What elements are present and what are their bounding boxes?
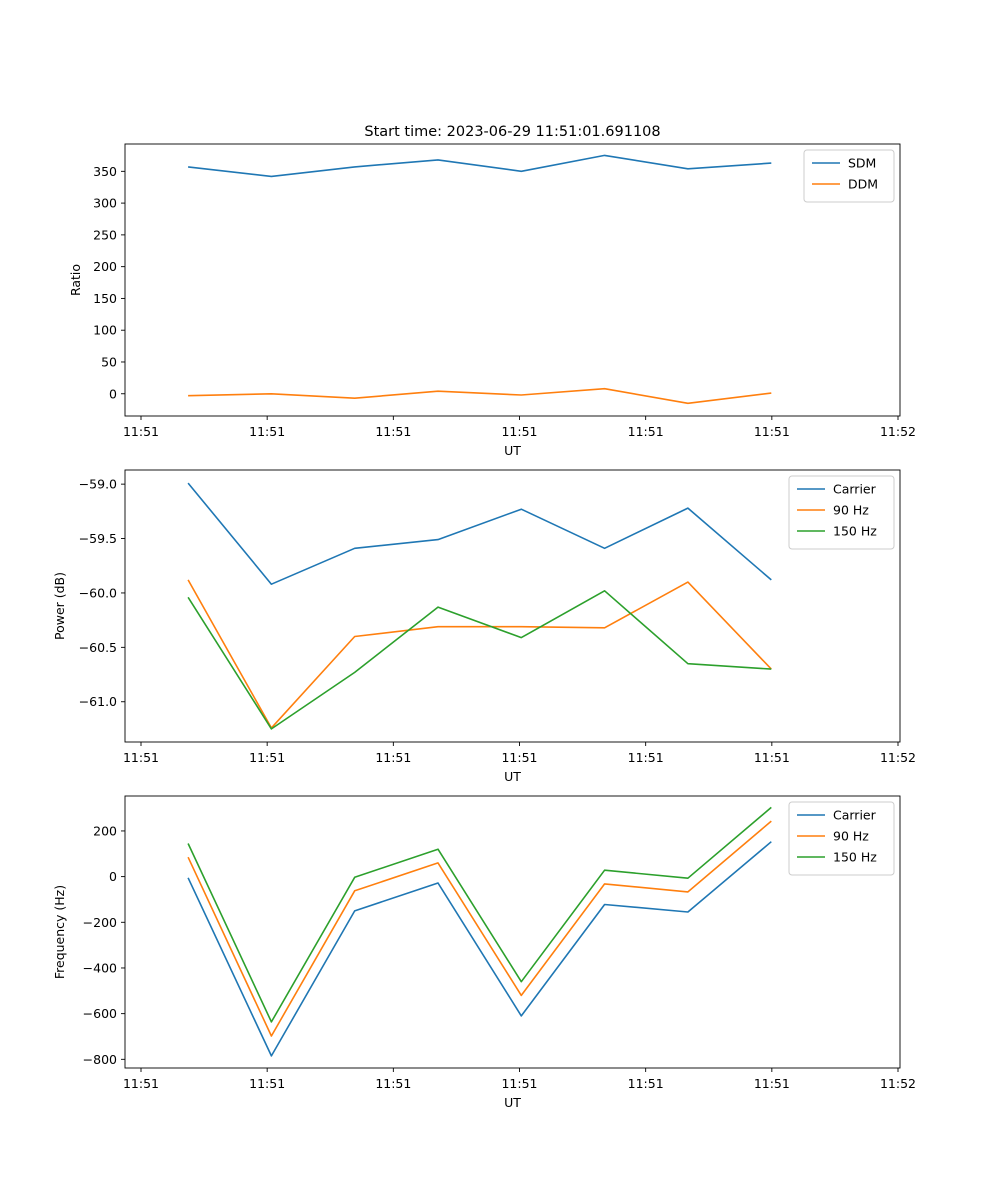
y-tick-label: 150 (93, 291, 117, 306)
x-tick-label: 11:52 (880, 424, 916, 439)
x-tick-label: 11:52 (880, 1076, 916, 1091)
x-tick-label: 11:51 (501, 424, 537, 439)
y-tick-label: 250 (93, 227, 117, 242)
x-tick-label: 11:51 (249, 1076, 285, 1091)
y-tick-label: 200 (93, 259, 117, 274)
series-line-150-hz (187, 589, 772, 730)
x-tick-label: 11:51 (501, 750, 537, 765)
series-line-sdm (188, 154, 772, 178)
x-tick-label: 11:51 (628, 1076, 664, 1091)
legend-label: DDM (848, 177, 878, 192)
series-line-90-hz (187, 579, 772, 729)
legend: SDM DDM (803, 149, 895, 203)
legend-label: 90 Hz (833, 503, 869, 518)
y-tick-label: −60.5 (79, 640, 117, 655)
x-tick-label: 11:51 (123, 424, 159, 439)
y-tick-label: 100 (93, 323, 117, 338)
x-tick-label: 11:51 (501, 1076, 537, 1091)
y-tick-label: 50 (101, 354, 117, 369)
y-tick-label: 0 (109, 869, 117, 884)
y-axis-label: Power (dB) (52, 572, 67, 640)
axes-frame (124, 795, 901, 1069)
axes-frame (124, 143, 901, 417)
x-tick-label: 11:51 (628, 424, 664, 439)
y-tick-label: −400 (83, 960, 117, 975)
x-tick-label: 11:51 (754, 424, 790, 439)
y-tick-label: −200 (83, 915, 117, 930)
x-tick-label: 11:51 (754, 750, 790, 765)
figure-title: Start time: 2023-06-29 11:51:01.691108 (364, 124, 660, 140)
y-tick-label: 0 (109, 386, 117, 401)
legend-label: Carrier (833, 808, 877, 823)
x-tick-label: 11:51 (375, 424, 411, 439)
x-tick-label: 11:51 (375, 1076, 411, 1091)
x-axis-label: UT (504, 1095, 521, 1110)
x-tick-label: 11:51 (249, 750, 285, 765)
legend-label: SDM (848, 156, 876, 171)
series-line-carrier (187, 482, 772, 586)
y-tick-label: 300 (93, 196, 117, 211)
y-tick-label: −800 (83, 1052, 117, 1067)
legend-label: 150 Hz (833, 850, 877, 865)
legend-label: Carrier (833, 482, 877, 497)
x-tick-label: 11:51 (249, 424, 285, 439)
x-tick-label: 11:51 (123, 1076, 159, 1091)
series-line-carrier (187, 841, 772, 1057)
subplot-1: 11:51 11:51 11:51 11:51 11:51 11:51 11:52 0 50 10… (68, 143, 916, 458)
series-line-150-hz (187, 806, 772, 1023)
series-line-ddm (188, 387, 772, 405)
axes-frame (124, 469, 901, 743)
x-tick-label: 11:51 (628, 750, 664, 765)
y-tick-label: −61.0 (79, 694, 117, 709)
subplot-3: 11:51 11:51 11:51 11:51 11:51 11:51 11:52 −800 −… (52, 795, 916, 1110)
legend: Carrier 90 Hz 150 Hz (788, 475, 895, 550)
subplot-2: 11:51 11:51 11:51 11:51 11:51 11:51 11:52 −61.0… (52, 469, 916, 784)
y-tick-label: −59.5 (79, 531, 117, 546)
y-tick-label: −60.0 (79, 585, 117, 600)
x-tick-label: 11:52 (880, 750, 916, 765)
legend-label: 90 Hz (833, 829, 869, 844)
series-line-90-hz (187, 820, 772, 1037)
legend-label: 150 Hz (833, 524, 877, 539)
legend: Carrier 90 Hz 150 Hz (788, 801, 895, 876)
x-tick-label: 11:51 (123, 750, 159, 765)
x-axis-label: UT (504, 443, 521, 458)
y-axis-label: Ratio (68, 264, 83, 296)
x-tick-label: 11:51 (375, 750, 411, 765)
y-tick-label: −600 (83, 1006, 117, 1021)
x-axis-label: UT (504, 769, 521, 784)
y-tick-label: −59.0 (79, 477, 117, 492)
y-tick-label: 200 (93, 823, 117, 838)
y-axis-label: Frequency (Hz) (52, 885, 67, 979)
x-tick-label: 11:51 (754, 1076, 790, 1091)
y-tick-label: 350 (93, 164, 117, 179)
